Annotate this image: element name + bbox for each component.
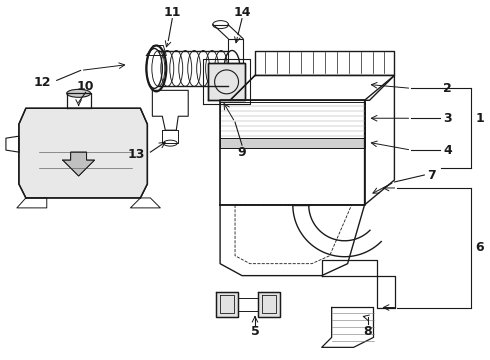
Text: 7: 7 bbox=[427, 168, 436, 181]
Text: 5: 5 bbox=[250, 325, 259, 338]
Text: 14: 14 bbox=[233, 6, 251, 19]
Text: 12: 12 bbox=[34, 76, 51, 89]
Ellipse shape bbox=[67, 89, 91, 97]
Text: 9: 9 bbox=[238, 145, 246, 159]
Text: 6: 6 bbox=[475, 241, 484, 254]
Polygon shape bbox=[220, 138, 365, 148]
Text: 4: 4 bbox=[443, 144, 452, 157]
Polygon shape bbox=[216, 292, 238, 318]
Text: 1: 1 bbox=[475, 112, 484, 125]
Text: 8: 8 bbox=[363, 325, 372, 338]
Text: 2: 2 bbox=[443, 82, 452, 95]
Polygon shape bbox=[208, 63, 245, 100]
Text: 13: 13 bbox=[128, 148, 145, 161]
Text: 3: 3 bbox=[443, 112, 452, 125]
Text: 11: 11 bbox=[164, 6, 181, 19]
Polygon shape bbox=[63, 152, 95, 176]
Text: 10: 10 bbox=[77, 80, 95, 93]
Polygon shape bbox=[19, 108, 147, 198]
Polygon shape bbox=[258, 292, 280, 318]
